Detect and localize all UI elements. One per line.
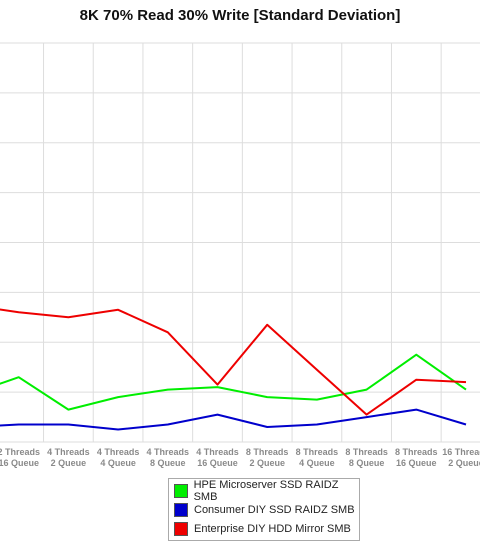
x-tick-label-line: 4 Queue [100,458,136,468]
x-tick-label-line: 4 Threads [196,447,239,457]
x-tick-label-line: 8 Queue [349,458,385,468]
chart-title: 8K 70% Read 30% Write [Standard Deviatio… [79,7,401,24]
chart-grid [0,42,480,443]
x-tick-label-line: 8 Threads [246,447,289,457]
x-tick-label-line: 8 Threads [345,447,388,457]
x-tick-label: 8 Threads 2 Queue [246,447,289,468]
legend-label-consumer: Consumer DIY SSD RAIDZ SMB [194,503,355,516]
x-tick-label-line: 16 Queue [197,458,238,468]
chart-legend: HPE Microserver SSD RAIDZ SMB Consumer D… [168,478,360,541]
x-tick-label-line: 16 Queue [396,458,437,468]
series-line-0 [0,353,467,411]
x-tick-label: 4 Threads 16 Queue [196,447,239,468]
x-tick-label: 8 Threads 4 Queue [296,447,339,468]
x-tick-label-line: 4 Queue [299,458,335,468]
x-tick-label: 8 Threads 8 Queue [345,447,388,468]
x-tick-label: 2 Threads 16 Queue [0,447,40,468]
x-tick-label-line: 2 Threads [0,447,40,457]
x-tick-label: 4 Threads 4 Queue [97,447,140,468]
x-tick-label-line: 2 Queue [249,458,285,468]
series-line-2 [0,308,467,416]
legend-swatch-enterprise [174,521,188,536]
series-line-1 [0,408,467,431]
legend-swatch-hpe [174,483,188,498]
x-tick-label: 8 Threads 16 Queue [395,447,438,468]
x-tick-label-line: 8 Queue [150,458,186,468]
x-tick-label-line: 8 Threads [296,447,339,457]
x-tick-label-line: 16 Queue [0,458,39,468]
x-tick-label: 4 Threads 2 Queue [47,447,90,468]
x-tick-label-line: 8 Threads [395,447,438,457]
legend-item-consumer[interactable]: Consumer DIY SSD RAIDZ SMB [169,500,359,519]
legend-swatch-consumer [174,502,188,517]
legend-item-hpe[interactable]: HPE Microserver SSD RAIDZ SMB [169,478,359,503]
chart-series-lines [0,308,467,431]
x-tick-label-line: 4 Threads [147,447,190,457]
legend-label-enterprise: Enterprise DIY HDD Mirror SMB [194,522,351,535]
x-tick-label: 4 Threads 8 Queue [147,447,190,468]
legend-label-hpe: HPE Microserver SSD RAIDZ SMB [193,478,339,503]
x-tick-label-line: 4 Threads [47,447,90,457]
x-tick-label-line: 4 Threads [97,447,140,457]
x-tick-label-line: 16 Threads [442,447,480,457]
x-tick-label-line: 2 Queue [448,458,480,468]
legend-item-enterprise[interactable]: Enterprise DIY HDD Mirror SMB [169,519,359,538]
x-tick-label-line: 2 Queue [51,458,87,468]
